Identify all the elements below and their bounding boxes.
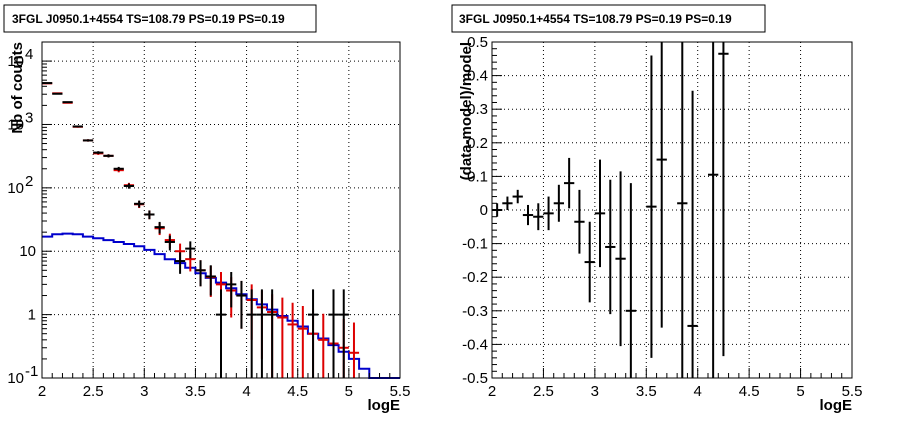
residual-y-tick-label: -0.3 xyxy=(462,303,488,320)
residual-y-tick-label: 0.4 xyxy=(467,68,488,85)
residual-y-tick-label: -0.2 xyxy=(462,269,488,286)
counts-y-tick-label: 10 xyxy=(7,116,24,133)
counts-title: 3FGL J0950.1+4554 TS=108.79 PS=0.19 PS=0… xyxy=(12,12,285,26)
residual-x-tick-label: 4 xyxy=(694,383,702,400)
model-series xyxy=(42,82,360,378)
residual-title-box xyxy=(451,4,766,33)
residual-x-tick-label: 2 xyxy=(488,383,496,400)
residual-y-tick-label: -0.4 xyxy=(462,336,488,353)
residual-y-tick-label: 0.3 xyxy=(467,101,488,118)
residual-grid xyxy=(492,42,852,378)
residual-x-tick-label: 5 xyxy=(796,383,804,400)
counts-x-tick-label: 3.5 xyxy=(185,383,206,400)
residual-y-label: (data-model)/model xyxy=(458,42,475,180)
residual-title: 3FGL J0950.1+4554 TS=108.79 PS=0.19 PS=0… xyxy=(459,12,732,26)
counts-title-box xyxy=(3,4,317,33)
counts-y-tick-label: 10 xyxy=(7,370,24,387)
counts-x-tick-label: 2.5 xyxy=(83,383,104,400)
counts-x-tick-label: 5 xyxy=(345,383,353,400)
counts-y-tick-label: 1 xyxy=(28,307,36,324)
residual-y-tick-label: -0.5 xyxy=(462,370,488,387)
counts-y-tick-label: 10 xyxy=(19,243,36,260)
counts-grid xyxy=(42,42,400,378)
residual-y-tick-label: 0 xyxy=(480,202,488,219)
residual-y-tick-label: 0.5 xyxy=(467,34,488,51)
residual-x-tick-label: 5.5 xyxy=(842,383,863,400)
residual-panel: 3FGL J0950.1+4554 TS=108.79 PS=0.19 PS=0… xyxy=(451,4,862,414)
residual-x-tick-label: 3 xyxy=(591,383,599,400)
counts-frame xyxy=(41,41,401,379)
counts-x-tick-label: 4 xyxy=(242,383,250,400)
counts-y-tick-exponent: -1 xyxy=(25,363,38,380)
residual-x-tick-label: 2.5 xyxy=(533,383,554,400)
residual-x-tick-label: 4.5 xyxy=(739,383,760,400)
counts-x-label: logE xyxy=(368,397,401,414)
counts-panel: 3FGL J0950.1+4554 TS=108.79 PS=0.19 PS=0… xyxy=(3,4,411,414)
counts-y-tick-label: 10 xyxy=(7,53,24,70)
counts-y-label: Nb of counts xyxy=(9,42,26,134)
counts-y-tick-exponent: 2 xyxy=(25,173,33,190)
residual-series xyxy=(492,42,729,378)
counts-x-tick-label: 5.5 xyxy=(390,383,411,400)
residual-y-tick-label: 0.2 xyxy=(467,135,488,152)
residual-axes: 2 2.5 3 3.5 4 4.5 5 5.5 -0.5 -0.4 -0.3 -0.2 -0.1 0 0.1… xyxy=(462,34,862,400)
counts-x-tick-label: 4.5 xyxy=(287,383,308,400)
residual-y-tick-label: -0.1 xyxy=(462,236,488,253)
residual-y-tick-label: 0.1 xyxy=(467,168,488,185)
data-series xyxy=(42,82,349,378)
residual-x-label: logE xyxy=(820,397,853,414)
counts-x-tick-label: 2 xyxy=(38,383,46,400)
counts-y-tick-exponent: 3 xyxy=(25,109,33,126)
counts-y-tick-label: 10 xyxy=(7,180,24,197)
counts-x-tick-label: 3 xyxy=(140,383,148,400)
residual-x-tick-label: 3.5 xyxy=(636,383,657,400)
counts-y-tick-exponent: 4 xyxy=(25,46,33,63)
